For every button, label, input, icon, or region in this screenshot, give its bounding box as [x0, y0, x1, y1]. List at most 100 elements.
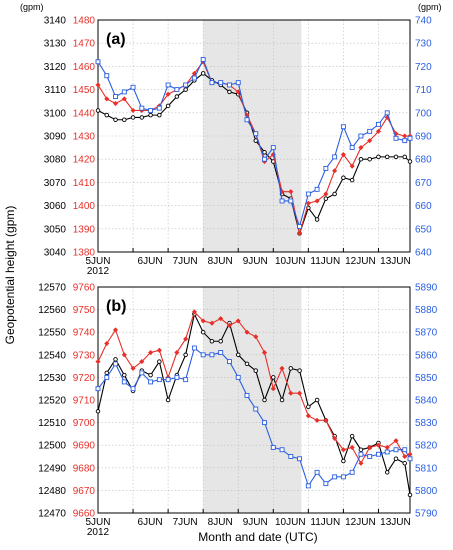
- data-point: [130, 365, 136, 372]
- data-point: [271, 375, 276, 380]
- y-tick-label: 3070: [44, 178, 67, 189]
- x-tick-label: 12JUN: [345, 517, 376, 528]
- data-point: [288, 189, 294, 195]
- x-tick-label: 8JUN: [208, 256, 233, 267]
- data-point: [358, 460, 364, 466]
- y-tick-label: 12490: [38, 463, 66, 474]
- data-point: [288, 198, 294, 204]
- data-point: [306, 404, 311, 410]
- data-point: [95, 82, 101, 88]
- y-tick-label: 3100: [44, 108, 67, 119]
- data-point: [349, 163, 355, 169]
- data-point: [340, 474, 346, 480]
- data-point: [253, 131, 259, 137]
- data-point: [402, 138, 408, 144]
- data-point: [183, 82, 189, 88]
- y-tick-label: 5860: [415, 350, 438, 361]
- data-point: [314, 417, 320, 423]
- data-point: [314, 469, 320, 475]
- data-point: [262, 149, 267, 155]
- y-tick-label: 9700: [73, 418, 96, 429]
- data-point: [226, 322, 233, 329]
- data-point: [95, 409, 101, 414]
- y-tick-label: 9680: [73, 463, 96, 474]
- data-point: [323, 166, 329, 171]
- data-point: [235, 374, 241, 380]
- data-point: [262, 156, 267, 162]
- y-tick-label: 1430: [73, 132, 96, 143]
- data-point: [358, 144, 364, 151]
- data-point: [227, 89, 232, 95]
- data-point: [332, 474, 338, 480]
- x-tick-label: 11JUN: [310, 517, 340, 528]
- x-year-label: 2012: [87, 266, 110, 277]
- data-point: [279, 397, 285, 403]
- data-point: [375, 121, 381, 127]
- data-point: [183, 352, 188, 358]
- data-point: [305, 191, 311, 197]
- data-point: [200, 56, 206, 62]
- data-point: [218, 338, 223, 344]
- y-tick-label: 5850: [415, 373, 438, 384]
- data-point: [297, 456, 303, 462]
- data-point: [341, 458, 346, 464]
- data-point: [227, 359, 232, 365]
- data-point: [402, 133, 408, 139]
- x-tick-label: 8JUN: [208, 517, 233, 528]
- y-tick-label: 12560: [38, 305, 66, 316]
- x-tick-label: 11JUN: [310, 256, 340, 267]
- y-tick-label: 12540: [38, 350, 66, 361]
- data-point: [139, 105, 145, 111]
- data-point: [349, 433, 355, 439]
- data-point: [358, 133, 364, 139]
- data-point: [95, 59, 101, 65]
- data-point: [112, 327, 119, 333]
- y-tick-label: 1480: [73, 16, 96, 27]
- y-tick-label: 700: [415, 108, 432, 119]
- x-tick-label: 10JUN: [275, 517, 306, 528]
- data-point: [235, 352, 241, 358]
- data-point: [341, 175, 346, 181]
- data-point: [288, 366, 294, 371]
- data-point: [367, 156, 372, 162]
- data-point: [314, 198, 320, 204]
- data-point: [375, 128, 382, 135]
- y-tick-label: 12470: [38, 509, 66, 520]
- data-point: [139, 370, 145, 376]
- data-point: [279, 365, 285, 372]
- x-tick-label: 7JUN: [173, 517, 198, 528]
- y-unit-left: (gpm): [20, 2, 44, 12]
- y-tick-label: 9670: [73, 486, 96, 497]
- panel-label: (a): [106, 31, 126, 48]
- y-tick-label: 3040: [44, 248, 67, 259]
- data-point: [165, 103, 171, 109]
- data-point: [384, 449, 390, 455]
- y-tick-label: 9730: [73, 350, 96, 361]
- y-tick-label: 3050: [44, 224, 67, 235]
- data-point: [349, 145, 355, 151]
- data-point: [104, 370, 110, 376]
- x-year-label: 2012: [87, 527, 110, 538]
- data-point: [130, 386, 136, 392]
- data-point: [104, 112, 110, 118]
- data-point: [122, 372, 127, 378]
- data-point: [393, 154, 399, 160]
- data-point: [358, 447, 364, 452]
- data-point: [384, 154, 390, 160]
- x-tick-label: 5JUN: [85, 256, 110, 267]
- y-tick-label: 670: [415, 178, 432, 189]
- y-tick-label: 1420: [73, 155, 96, 166]
- x-tick-label: 5JUN: [85, 517, 110, 528]
- data-point: [104, 96, 110, 102]
- data-point: [95, 358, 101, 365]
- y-tick-label: 3140: [44, 16, 67, 27]
- data-point: [200, 329, 206, 335]
- data-point: [332, 191, 337, 197]
- data-point: [147, 349, 154, 356]
- data-point: [95, 386, 101, 392]
- data-point: [148, 372, 153, 378]
- y-tick-label: 12520: [38, 396, 66, 407]
- data-point: [253, 368, 259, 373]
- data-point: [174, 374, 180, 380]
